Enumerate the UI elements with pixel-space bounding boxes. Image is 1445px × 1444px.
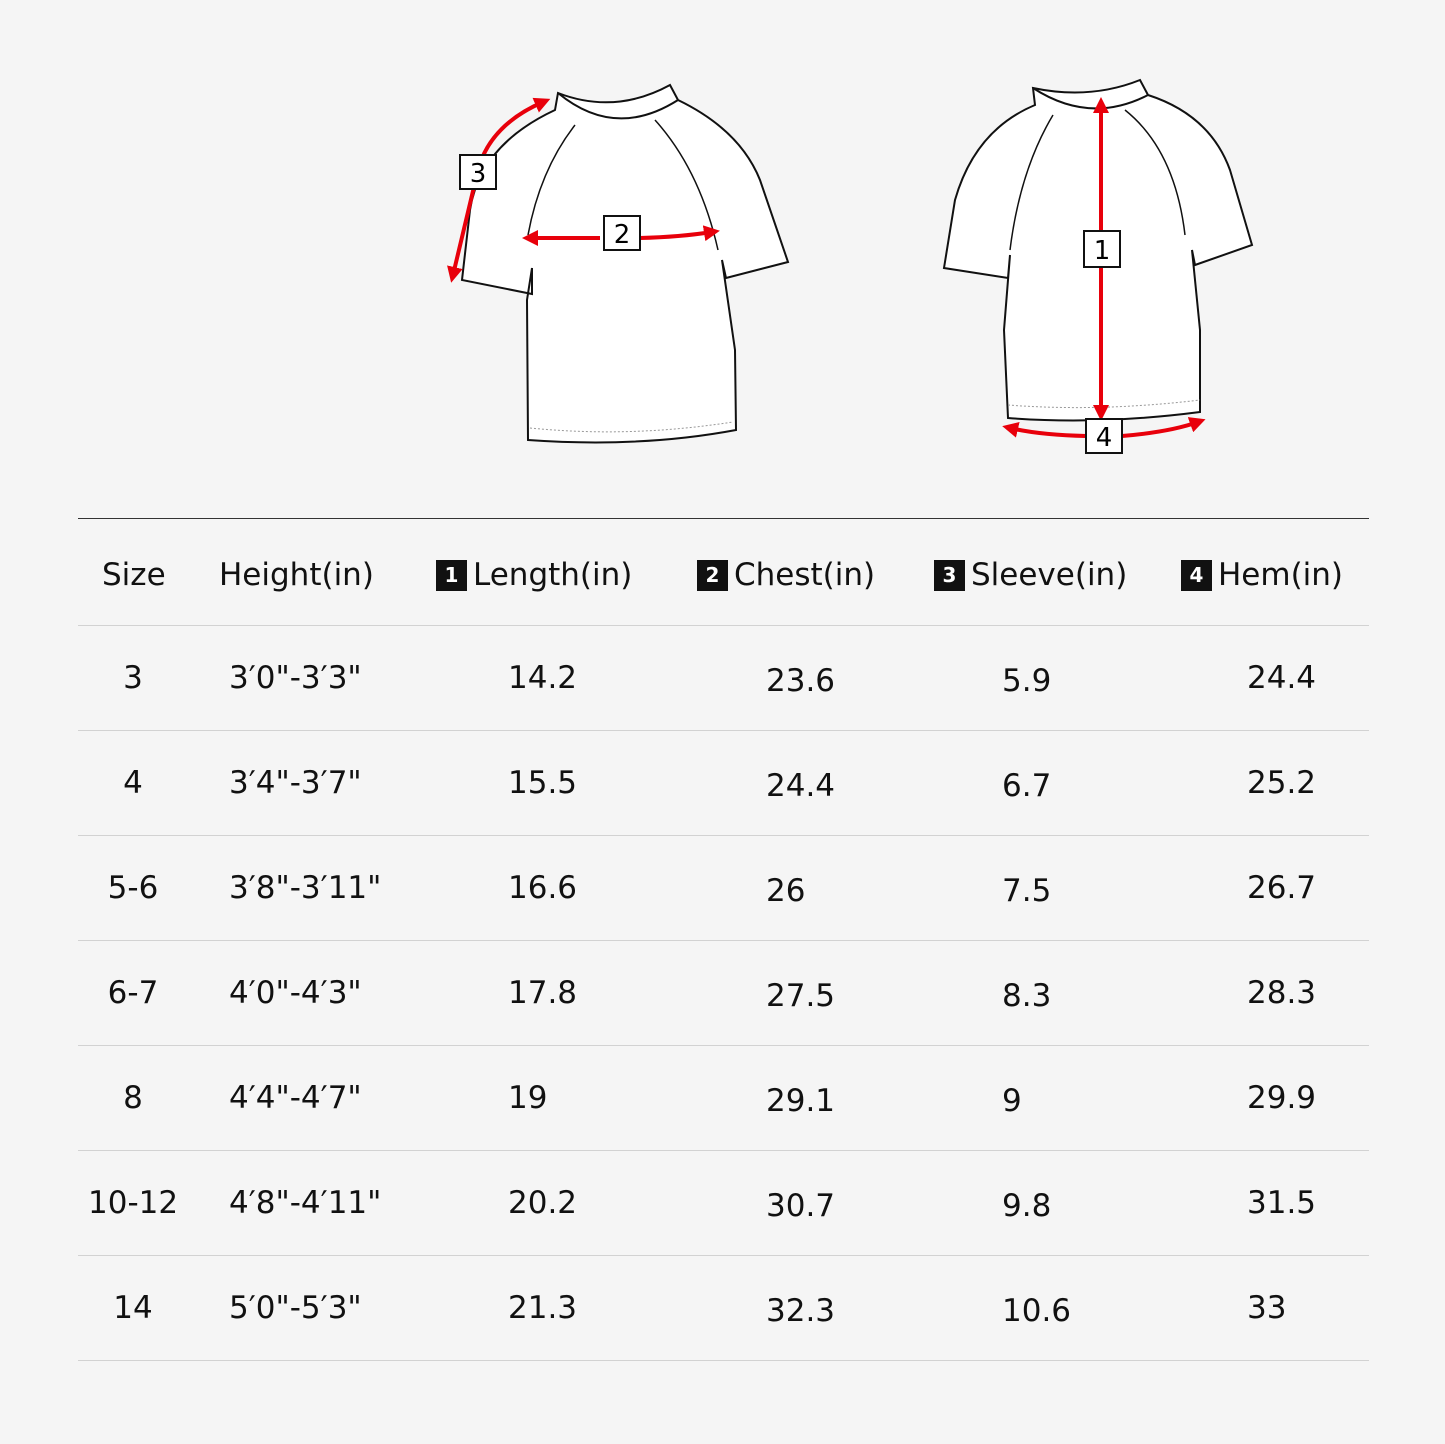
label-box [1085,418,1123,454]
column-header: 2 Chest(in) [697,555,875,595]
table-cell: 26.7 [1247,870,1317,906]
table-cell: 29.1 [766,1083,836,1119]
label-box [603,215,641,251]
table-cell: 31.5 [1247,1185,1317,1221]
table-cell: 8 [123,1080,143,1116]
table-cell: 26 [766,873,806,909]
table-cell: 29.9 [1247,1080,1317,1116]
table-cell: 6.7 [1002,768,1052,804]
header-badge: 1 [436,559,467,591]
label-box [459,154,497,190]
header-label: Size [102,557,166,593]
table-cell: 4′8"-4′11" [229,1185,382,1221]
table-cell: 33 [1247,1290,1287,1326]
table-cell: 4′4"-4′7" [229,1080,362,1116]
label-2: 2 [614,220,631,250]
table-cell: 19 [508,1080,548,1116]
table-cell: 4 [123,765,143,801]
header-badge: 4 [1181,559,1212,591]
table-cell: 3 [123,660,143,696]
table-cell: 21.3 [508,1290,578,1326]
table-cell: 17.8 [508,975,578,1011]
label-4: 4 [1096,423,1113,453]
header-label: Length(in) [473,557,633,593]
header-label: Chest(in) [734,557,876,593]
table-cell: 5.9 [1002,663,1052,699]
table-cell: 32.3 [766,1293,836,1329]
row-divider [78,730,1369,731]
measurement-labels: 3 2 1 4 [459,154,1123,454]
front-shirt-icon [460,83,790,444]
table-cell: 10.6 [1002,1293,1072,1329]
table-cell: 7.5 [1002,873,1052,909]
table-cell: 14 [113,1290,153,1326]
column-header: 1 Length(in) [436,555,632,595]
table-cell: 27.5 [766,978,836,1014]
row-divider [78,940,1369,941]
row-divider [78,1150,1369,1151]
table-cell: 5-6 [107,870,159,906]
column-header: 3 Sleeve(in) [934,555,1127,595]
hem-arrow [1121,417,1206,438]
table-cell: 6-7 [107,975,159,1011]
row-divider [78,1045,1369,1046]
label-box [1083,230,1121,268]
header-label: Height(in) [219,557,374,593]
header-badge: 2 [697,559,728,591]
table-cell: 5′0"-5′3" [229,1290,362,1326]
label-1: 1 [1094,236,1111,266]
shirt-measurement-diagram: 3 2 1 4 [447,78,1254,454]
table-cell: 24.4 [1247,660,1317,696]
table-cell: 10-12 [88,1185,179,1221]
column-header: Size [102,555,166,595]
header-label: Sleeve(in) [971,557,1128,593]
column-header: Height(in) [219,555,374,595]
table-cell: 20.2 [508,1185,578,1221]
table-cell: 25.2 [1247,765,1317,801]
label-3: 3 [470,159,487,189]
table-cell: 16.6 [508,870,578,906]
table-cell: 14.2 [508,660,578,696]
table-cell: 3′0"-3′3" [229,660,362,696]
table-cell: 30.7 [766,1188,836,1224]
table-bottom-rule [78,1360,1369,1361]
row-divider [78,1255,1369,1256]
table-cell: 3′4"-3′7" [229,765,362,801]
table-top-rule [78,518,1369,519]
table-cell: 15.5 [508,765,578,801]
header-badge: 3 [934,559,965,591]
row-divider [78,835,1369,836]
table-cell: 9.8 [1002,1188,1052,1224]
table-cell: 9 [1002,1083,1022,1119]
table-cell: 24.4 [766,768,836,804]
table-cell: 28.3 [1247,975,1317,1011]
table-cell: 23.6 [766,663,836,699]
chest-arrow [639,225,720,242]
header-label: Hem(in) [1218,557,1344,593]
table-cell: 4′0"-4′3" [229,975,362,1011]
hem-arrow [1002,422,1087,438]
column-header: 4 Hem(in) [1181,555,1343,595]
table-cell: 8.3 [1002,978,1052,1014]
row-divider [78,625,1369,626]
table-cell: 3′8"-3′11" [229,870,382,906]
